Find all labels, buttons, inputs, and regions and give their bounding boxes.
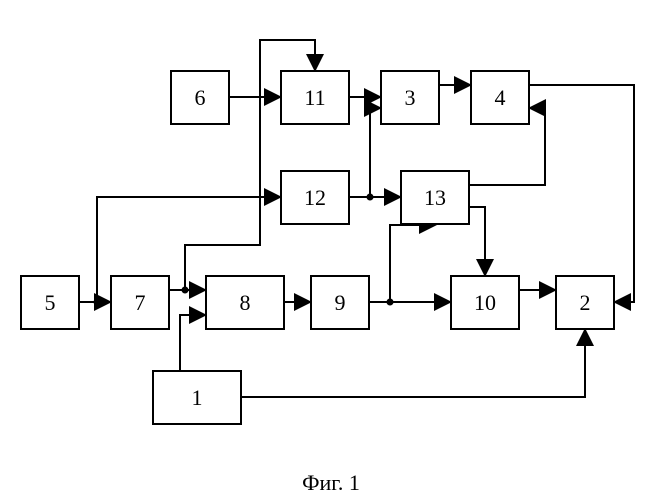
figure-caption: Фиг. 1 — [0, 470, 662, 496]
junction-j78 — [182, 287, 189, 294]
junction-j910 — [387, 299, 394, 306]
node-8: 8 — [205, 275, 285, 330]
node-11: 11 — [280, 70, 350, 125]
e-13-10 — [470, 207, 485, 275]
e-j910-13 — [390, 225, 435, 302]
node-2: 2 — [555, 275, 615, 330]
e-j12o-3 — [370, 108, 380, 197]
node-3: 3 — [380, 70, 440, 125]
node-5: 5 — [20, 275, 80, 330]
node-7: 7 — [110, 275, 170, 330]
node-9: 9 — [310, 275, 370, 330]
e-1-2 — [242, 330, 585, 397]
node-10: 10 — [450, 275, 520, 330]
node-13: 13 — [400, 170, 470, 225]
node-12: 12 — [280, 170, 350, 225]
e-1-8 — [180, 315, 205, 370]
node-4: 4 — [470, 70, 530, 125]
node-1: 1 — [152, 370, 242, 425]
diagram-stage: 12345678910111213 Фиг. 1 — [0, 0, 662, 500]
node-6: 6 — [170, 70, 230, 125]
junction-j57 — [94, 299, 101, 306]
junction-j12o — [367, 194, 374, 201]
